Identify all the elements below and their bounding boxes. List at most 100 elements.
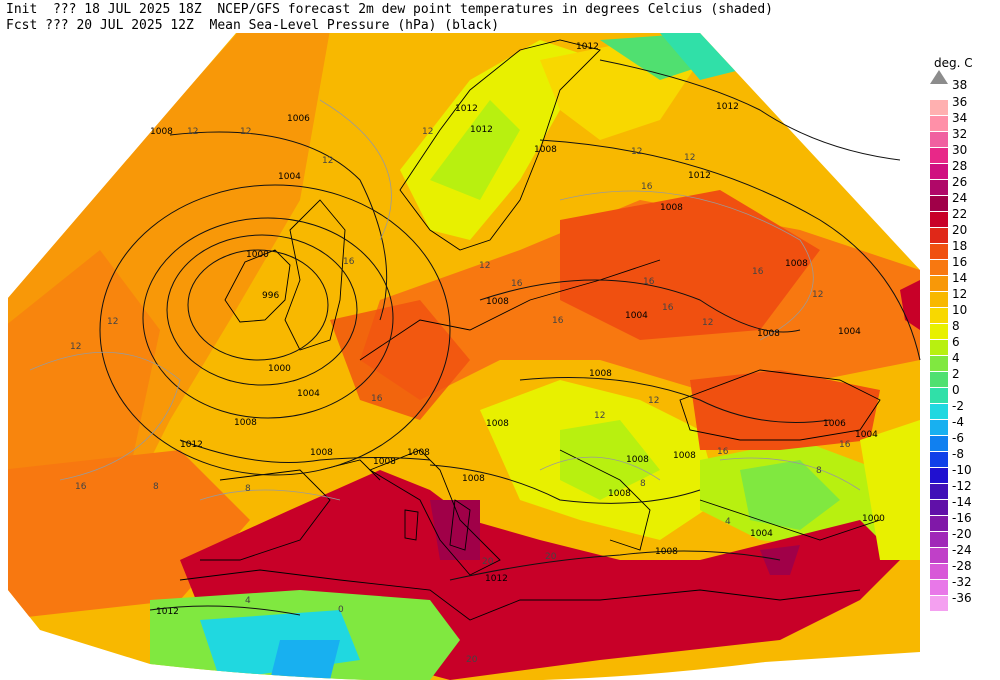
pressure-label: 1012 bbox=[470, 125, 493, 135]
pressure-label: 1004 bbox=[855, 430, 878, 440]
pressure-label: 1012 bbox=[716, 102, 739, 112]
dewpoint-label: 16 bbox=[343, 257, 355, 267]
pressure-label: 1012 bbox=[180, 440, 203, 450]
isobars bbox=[99, 59, 921, 616]
pressure-label: 1008 bbox=[757, 329, 780, 339]
legend-swatch bbox=[930, 532, 948, 547]
legend-label: 4 bbox=[952, 351, 960, 365]
legend-swatch bbox=[930, 244, 948, 259]
pressure-labels: 1008 1006 1004 1000 996 1000 1004 1008 1… bbox=[150, 42, 885, 617]
dewpoint-label: 12 bbox=[240, 127, 251, 137]
pressure-label: 1008 bbox=[462, 474, 485, 484]
pressure-label: 1006 bbox=[823, 419, 846, 429]
pressure-label: 1008 bbox=[673, 451, 696, 461]
pressure-label: 1000 bbox=[246, 250, 269, 260]
pressure-label: 1008 bbox=[660, 203, 683, 213]
dewpoint-label: 12 bbox=[684, 153, 695, 163]
legend-label: 0 bbox=[952, 383, 960, 397]
pressure-label: 996 bbox=[262, 291, 279, 301]
pressure-label: 1008 bbox=[310, 448, 333, 458]
dewpoint-label: 8 bbox=[816, 466, 822, 476]
header-line-2: Fcst ??? 20 JUL 2025 12Z Mean Sea-Level … bbox=[6, 18, 500, 33]
pressure-label: 1006 bbox=[287, 114, 310, 124]
dewpoint-label: 16 bbox=[552, 316, 564, 326]
legend-label: 14 bbox=[952, 271, 968, 285]
dewpoint-label: 16 bbox=[662, 303, 674, 313]
legend-swatch bbox=[930, 100, 948, 115]
legend-label: 36 bbox=[952, 95, 968, 109]
legend-label: -2 bbox=[952, 399, 964, 413]
legend-label: 20 bbox=[952, 223, 968, 237]
legend-label: 6 bbox=[952, 335, 960, 349]
legend-label: -20 bbox=[952, 527, 972, 541]
legend-swatch bbox=[930, 180, 948, 195]
dewpoint-label: 8 bbox=[640, 479, 646, 489]
legend-swatch bbox=[930, 452, 948, 467]
legend-label: -28 bbox=[952, 559, 972, 573]
dewpoint-label: 12 bbox=[812, 290, 823, 300]
legend-label: 32 bbox=[952, 127, 968, 141]
pressure-label: 1008 bbox=[626, 455, 649, 465]
legend-label: 24 bbox=[952, 191, 968, 205]
legend-swatch bbox=[930, 276, 948, 291]
pressure-label: 1012 bbox=[485, 574, 508, 584]
dewpoint-label: 12 bbox=[322, 156, 333, 166]
legend-swatch bbox=[930, 292, 948, 307]
legend-swatch bbox=[930, 436, 948, 451]
legend-swatch bbox=[930, 324, 948, 339]
legend-label: -16 bbox=[952, 511, 972, 525]
legend-label: -10 bbox=[952, 463, 972, 477]
dewpoint-label: 4 bbox=[725, 517, 731, 527]
dewpoint-label: 16 bbox=[752, 267, 764, 277]
dewpoint-label: 4 bbox=[245, 596, 251, 606]
pressure-label: 1008 bbox=[534, 145, 557, 155]
pressure-label: 1012 bbox=[576, 42, 599, 52]
legend-swatch bbox=[930, 420, 948, 435]
legend-top-label: 38 bbox=[952, 78, 968, 92]
legend-swatch bbox=[930, 132, 948, 147]
dewpoint-label: 12 bbox=[631, 147, 642, 157]
dewpoint-label: 12 bbox=[70, 342, 81, 352]
legend-label: 34 bbox=[952, 111, 968, 125]
dewpoint-contours bbox=[29, 99, 861, 501]
pressure-label: 1008 bbox=[150, 127, 173, 137]
legend-swatch bbox=[930, 596, 948, 611]
legend-overflow-arrow bbox=[930, 70, 948, 84]
dewpoint-label: 16 bbox=[75, 482, 87, 492]
pressure-label: 1004 bbox=[278, 172, 301, 182]
legend-label: -14 bbox=[952, 495, 972, 509]
pressure-label: 1008 bbox=[608, 489, 631, 499]
dewpoint-label: 12 bbox=[107, 317, 118, 327]
shaded-field bbox=[8, 33, 920, 680]
dewpoint-label: 16 bbox=[511, 279, 523, 289]
legend-swatch bbox=[930, 500, 948, 515]
legend-swatch bbox=[930, 372, 948, 387]
legend-swatch bbox=[930, 116, 948, 131]
legend-swatch bbox=[930, 388, 948, 403]
legend-swatch bbox=[930, 516, 948, 531]
dewpoint-label: 16 bbox=[839, 440, 851, 450]
pressure-label: 1008 bbox=[589, 369, 612, 379]
pressure-label: 1012 bbox=[688, 171, 711, 181]
pressure-label: 1008 bbox=[407, 448, 430, 458]
legend-swatch bbox=[930, 468, 948, 483]
dewpoint-label: 8 bbox=[153, 482, 159, 492]
legend-swatch bbox=[930, 404, 948, 419]
legend-swatch bbox=[930, 580, 948, 595]
dewpoint-label: 16 bbox=[643, 277, 655, 287]
dewpoint-label: 12 bbox=[702, 318, 713, 328]
pressure-label: 1008 bbox=[486, 419, 509, 429]
legend-label: 10 bbox=[952, 303, 968, 317]
pressure-label: 1004 bbox=[838, 327, 861, 337]
legend-label: -36 bbox=[952, 591, 972, 605]
legend-label: 12 bbox=[952, 287, 968, 301]
legend-swatch bbox=[930, 340, 948, 355]
legend-label: -8 bbox=[952, 447, 964, 461]
legend-label: -12 bbox=[952, 479, 972, 493]
header-line-1: Init ??? 18 JUL 2025 18Z NCEP/GFS foreca… bbox=[6, 2, 774, 17]
legend-swatch bbox=[930, 356, 948, 371]
pressure-label: 1012 bbox=[455, 104, 478, 114]
legend-label: 26 bbox=[952, 175, 968, 189]
dewpoint-label: 20 bbox=[466, 655, 478, 665]
dewpoint-label: 16 bbox=[641, 182, 653, 192]
